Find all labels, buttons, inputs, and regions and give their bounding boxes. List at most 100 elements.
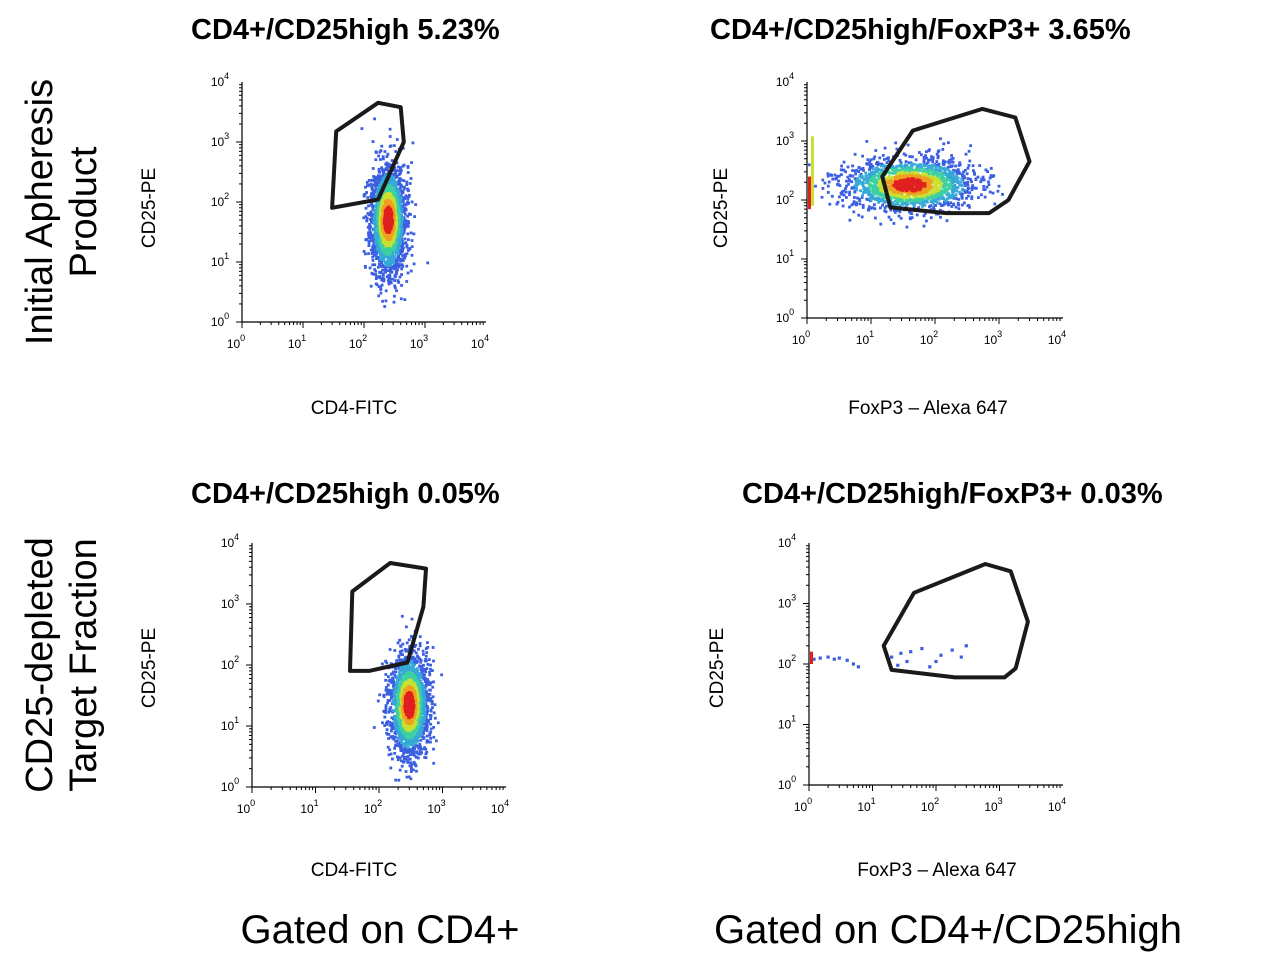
event-point xyxy=(404,649,408,653)
event-point xyxy=(970,180,973,184)
event-point xyxy=(412,659,416,663)
event-point xyxy=(407,745,410,749)
event-point xyxy=(898,194,902,198)
event-point xyxy=(898,204,902,208)
event-point xyxy=(394,257,398,261)
event-point xyxy=(863,178,867,182)
event-point xyxy=(860,196,864,199)
event-point xyxy=(421,710,425,713)
event-point xyxy=(908,210,911,214)
event-point xyxy=(405,243,409,247)
event-point xyxy=(419,658,423,662)
event-point xyxy=(388,720,391,724)
event-point xyxy=(380,211,384,215)
event-point xyxy=(397,165,400,169)
event-point xyxy=(394,150,398,153)
event-point xyxy=(381,721,384,725)
event-point xyxy=(910,166,914,170)
event-point xyxy=(425,681,428,685)
event-point xyxy=(401,754,404,758)
event-point xyxy=(387,675,390,679)
row-label-line: Target Fraction xyxy=(63,538,105,792)
event-point xyxy=(872,191,876,195)
event-point xyxy=(889,179,893,183)
event-point xyxy=(385,686,388,689)
event-point xyxy=(893,168,897,172)
event-point xyxy=(425,723,428,727)
event-point xyxy=(941,148,945,151)
event-point xyxy=(915,166,919,170)
event-point xyxy=(867,205,871,209)
event-point xyxy=(370,214,373,217)
event-point xyxy=(369,211,373,215)
event-point xyxy=(942,163,945,166)
event-point xyxy=(374,269,378,273)
event-point xyxy=(396,755,400,759)
event-point xyxy=(851,202,855,206)
event-point xyxy=(424,654,428,658)
event-point xyxy=(893,183,897,187)
event-point xyxy=(398,182,402,185)
event-point xyxy=(380,259,383,263)
event-point xyxy=(385,661,389,665)
event-point xyxy=(376,245,380,248)
y-tick-label: 101 xyxy=(211,251,229,269)
event-point xyxy=(958,183,962,187)
event-point xyxy=(401,220,405,223)
event-point xyxy=(377,231,381,234)
event-point xyxy=(387,278,391,281)
event-point xyxy=(424,715,428,719)
event-point xyxy=(873,180,877,184)
event-point xyxy=(429,696,432,700)
event-point xyxy=(390,265,394,268)
event-point xyxy=(880,185,883,188)
event-point xyxy=(429,699,432,703)
y-tick-label: 104 xyxy=(211,72,229,89)
event-point xyxy=(847,179,851,183)
event-point xyxy=(394,735,397,739)
event-point xyxy=(374,175,378,179)
event-point xyxy=(390,721,394,725)
event-point xyxy=(893,196,897,200)
event-point xyxy=(877,193,881,197)
event-point xyxy=(905,201,909,205)
event-point xyxy=(388,187,392,191)
event-point xyxy=(941,159,945,163)
event-point xyxy=(408,742,412,745)
event-point xyxy=(930,155,933,159)
event-point xyxy=(429,717,432,721)
event-point xyxy=(386,745,390,749)
event-point xyxy=(388,145,392,148)
event-point xyxy=(394,667,397,670)
event-point xyxy=(946,183,950,187)
x-tick-label: 102 xyxy=(349,333,367,351)
event-point xyxy=(906,169,910,173)
event-point xyxy=(377,294,381,298)
event-point xyxy=(820,195,824,199)
event-point xyxy=(898,192,902,196)
event-point xyxy=(381,155,385,159)
event-point xyxy=(851,169,854,172)
event-point xyxy=(370,201,374,205)
event-point xyxy=(395,161,399,165)
event-point xyxy=(417,747,421,750)
event-point xyxy=(846,175,850,179)
event-point xyxy=(393,274,397,277)
event-point xyxy=(377,248,381,252)
event-point xyxy=(379,271,383,275)
event-point xyxy=(956,186,960,189)
event-point xyxy=(989,167,993,170)
event-point xyxy=(386,258,390,261)
event-point xyxy=(401,748,405,751)
event-point xyxy=(987,180,990,184)
event-point xyxy=(380,166,384,170)
event-point xyxy=(877,200,880,204)
event-point xyxy=(966,204,970,208)
event-point xyxy=(386,152,390,156)
event-point xyxy=(923,203,927,207)
event-point xyxy=(384,704,388,707)
event-point xyxy=(939,208,942,212)
event-point xyxy=(948,165,952,169)
event-point xyxy=(407,775,411,779)
event-point xyxy=(402,752,405,755)
